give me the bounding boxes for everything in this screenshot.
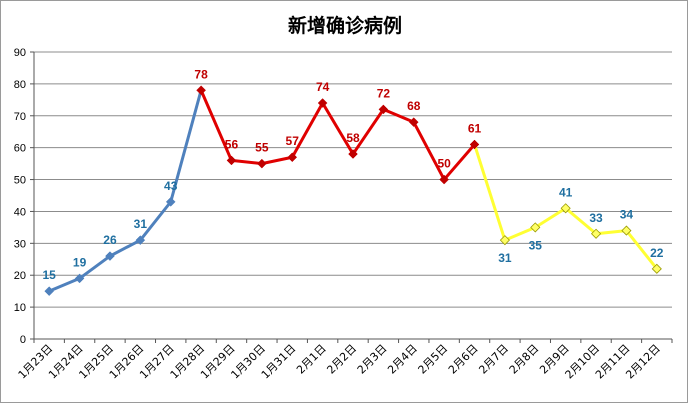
data-label: 55 <box>255 141 269 155</box>
data-label: 61 <box>468 121 482 135</box>
y-tick-label: 90 <box>14 47 26 59</box>
data-point-marker <box>408 117 419 128</box>
data-point-marker <box>439 174 449 185</box>
data-point-marker <box>651 263 662 274</box>
data-point-marker <box>348 149 358 159</box>
data-point-marker <box>317 98 328 108</box>
data-label: 74 <box>316 80 330 94</box>
data-point-marker <box>590 228 602 239</box>
axes <box>30 51 673 343</box>
data-point-marker <box>560 203 571 214</box>
data-label: 31 <box>498 251 512 265</box>
data-label: 58 <box>346 131 360 145</box>
series-markers <box>44 85 662 297</box>
data-label: 26 <box>103 233 117 247</box>
x-tick-label: 2月7日 <box>476 342 511 377</box>
data-label: 22 <box>650 246 664 260</box>
x-tick-label: 2月2日 <box>324 342 359 377</box>
x-tick-label: 2月1日 <box>294 342 329 377</box>
y-tick-label: 60 <box>14 143 26 155</box>
y-tick-label: 20 <box>14 270 26 282</box>
data-label: 15 <box>43 268 57 282</box>
x-tick-label: 2月3日 <box>355 342 390 377</box>
x-axis-ticks: 1月23日1月24日1月25日1月26日1月27日1月28日1月29日1月30日… <box>16 342 663 382</box>
data-label: 43 <box>164 179 178 193</box>
x-tick-label: 2月5日 <box>416 342 451 377</box>
data-point-marker <box>378 104 389 115</box>
data-label: 41 <box>559 185 573 199</box>
data-label: 35 <box>529 238 543 252</box>
data-label: 72 <box>377 86 391 100</box>
data-point-marker <box>105 251 115 261</box>
data-point-marker <box>135 235 146 245</box>
data-label: 68 <box>407 99 421 113</box>
data-label: 33 <box>589 211 603 225</box>
y-axis-ticks: 0 10 20 30 40 50 60 70 80 90 <box>14 47 26 346</box>
data-point-marker <box>196 85 206 96</box>
y-tick-label: 30 <box>14 238 26 250</box>
y-tick-label: 10 <box>14 302 26 314</box>
y-tick-label: 80 <box>14 79 26 91</box>
chart-title: 新增确诊病例 <box>287 15 402 37</box>
data-point-marker <box>621 225 632 236</box>
gridlines <box>34 51 672 308</box>
data-point-marker <box>165 197 176 207</box>
data-label: 50 <box>437 157 451 171</box>
data-label: 56 <box>225 137 239 151</box>
y-tick-label: 0 <box>20 334 26 346</box>
data-label: 31 <box>134 217 148 231</box>
data-point-marker <box>257 158 267 169</box>
y-tick-label: 40 <box>14 206 26 218</box>
data-labels: 15 19 26 31 43 78 56 55 57 74 58 72 68 50 61 31 35 41 33 34… <box>43 67 664 282</box>
data-point-marker <box>499 235 510 246</box>
x-tick-label: 2月6日 <box>446 342 481 377</box>
series-line-segment <box>48 89 203 293</box>
data-point-marker <box>226 155 237 166</box>
data-label: 57 <box>286 134 300 148</box>
y-tick-label: 50 <box>14 175 26 187</box>
data-point-marker <box>469 139 480 150</box>
x-tick-label: 2月8日 <box>507 342 542 377</box>
series-line-segment <box>199 89 476 182</box>
data-label: 34 <box>620 208 634 222</box>
data-point-marker <box>287 152 298 163</box>
data-point-marker <box>530 222 541 233</box>
x-tick-label: 2月4日 <box>385 342 420 377</box>
data-point-marker <box>74 273 85 284</box>
y-tick-label: 70 <box>14 111 26 123</box>
data-label: 19 <box>73 255 87 269</box>
data-label: 78 <box>194 67 208 81</box>
data-point-marker <box>44 286 55 297</box>
